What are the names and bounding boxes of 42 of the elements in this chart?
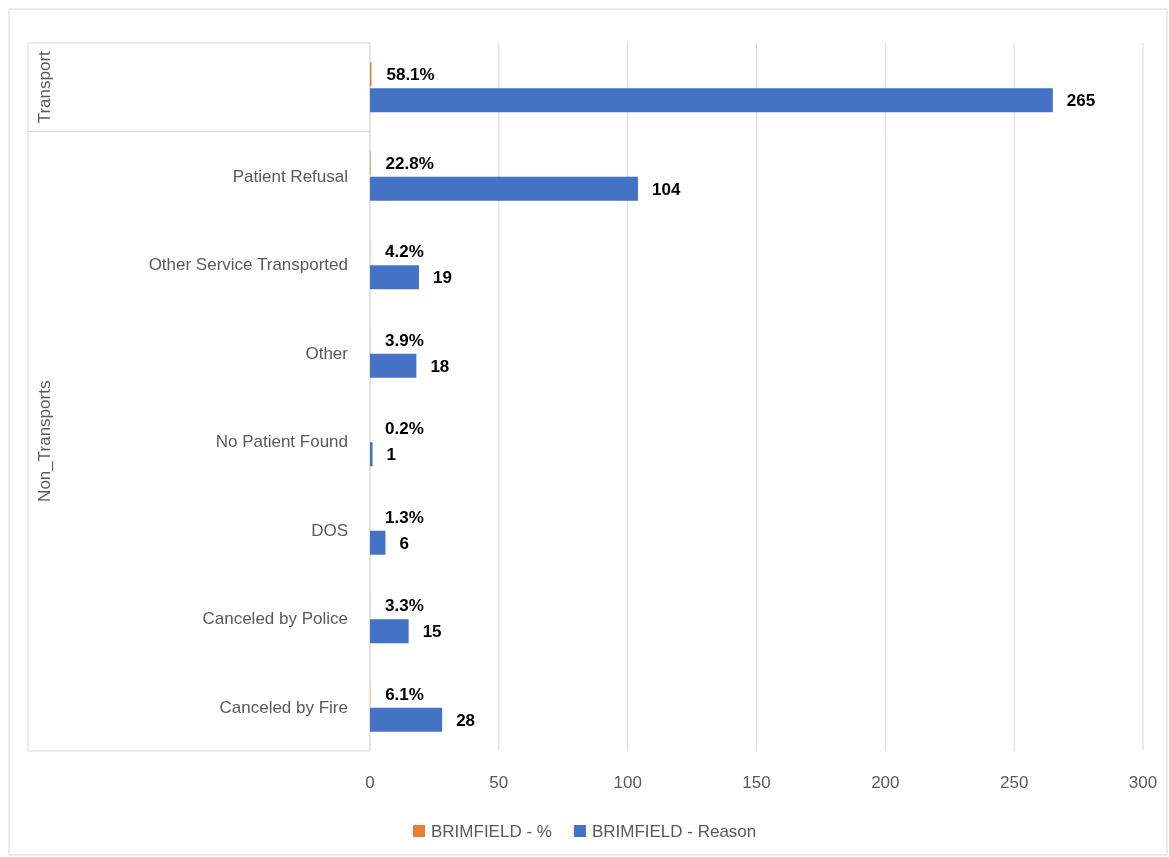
data-label: 19	[432, 268, 452, 288]
y-tick-label: Canceled by Fire	[219, 697, 348, 717]
y-tick-label: Canceled by Police	[202, 609, 348, 629]
y-tick-label: Patient Refusal	[232, 166, 348, 186]
data-label: 22.8%	[385, 153, 434, 173]
text: Non_Transports	[35, 380, 54, 502]
data-label: 6	[399, 533, 409, 553]
y-tick-label: No Patient Found	[215, 432, 348, 452]
y-tick-label: Other	[305, 343, 349, 363]
data-label: 28	[456, 710, 476, 730]
data-label: 265	[1066, 91, 1096, 111]
data-label: 3.3%	[385, 596, 424, 616]
data-label: 6.1%	[385, 684, 424, 704]
y-tick-label: Other Service Transported	[148, 255, 348, 275]
x-tick-label: 50	[489, 773, 509, 792]
bar	[370, 619, 409, 644]
x-tick-label: 300	[1128, 773, 1158, 792]
bar	[370, 530, 386, 555]
data-label: 104	[651, 179, 681, 199]
x-tick-label: 100	[613, 773, 642, 792]
y-tick-label: DOS	[311, 520, 348, 540]
bar	[370, 707, 443, 732]
text: Transport	[35, 50, 54, 124]
data-label: 1	[386, 445, 397, 465]
data-label: 15	[422, 622, 442, 642]
bar	[370, 88, 1053, 113]
x-tick-label: 0	[365, 773, 375, 792]
bar	[370, 265, 419, 290]
legend-label: BRIMFIELD - %	[431, 822, 552, 841]
bar	[370, 442, 373, 467]
data-label: 18	[430, 356, 450, 376]
x-tick-label: 150	[742, 773, 771, 792]
legend-label: BRIMFIELD - Reason	[591, 822, 757, 841]
data-label: 58.1%	[386, 65, 435, 85]
bar	[370, 176, 638, 201]
data-label: 4.2%	[385, 242, 424, 262]
data-label: 1.3%	[385, 507, 424, 527]
data-label: 3.9%	[385, 330, 424, 350]
data-label: 0.2%	[385, 419, 424, 439]
x-tick-label: 250	[999, 773, 1029, 792]
bar	[370, 353, 417, 378]
x-tick-label: 200	[871, 773, 900, 792]
